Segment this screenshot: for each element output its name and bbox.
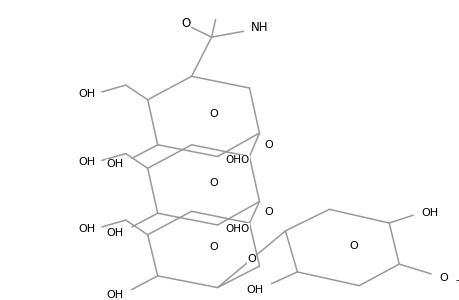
Text: O: O xyxy=(209,110,218,119)
Text: O: O xyxy=(181,17,190,30)
Text: OH: OH xyxy=(106,159,123,169)
Text: O: O xyxy=(263,207,272,217)
Text: OH: OH xyxy=(106,228,123,238)
Text: -: - xyxy=(454,275,458,285)
Text: OHO: OHO xyxy=(225,224,249,234)
Text: O: O xyxy=(263,140,272,150)
Text: OH: OH xyxy=(246,284,263,295)
Text: OH: OH xyxy=(78,158,95,167)
Text: OHO: OHO xyxy=(225,155,249,165)
Text: O: O xyxy=(348,241,357,250)
Text: O: O xyxy=(438,273,447,283)
Text: O: O xyxy=(246,254,255,264)
Text: OH: OH xyxy=(78,224,95,234)
Text: O: O xyxy=(209,242,218,253)
Text: OH: OH xyxy=(78,89,95,99)
Text: OH: OH xyxy=(106,290,123,300)
Text: OH: OH xyxy=(420,208,437,218)
Text: O: O xyxy=(209,178,218,188)
Text: NH: NH xyxy=(250,21,268,34)
